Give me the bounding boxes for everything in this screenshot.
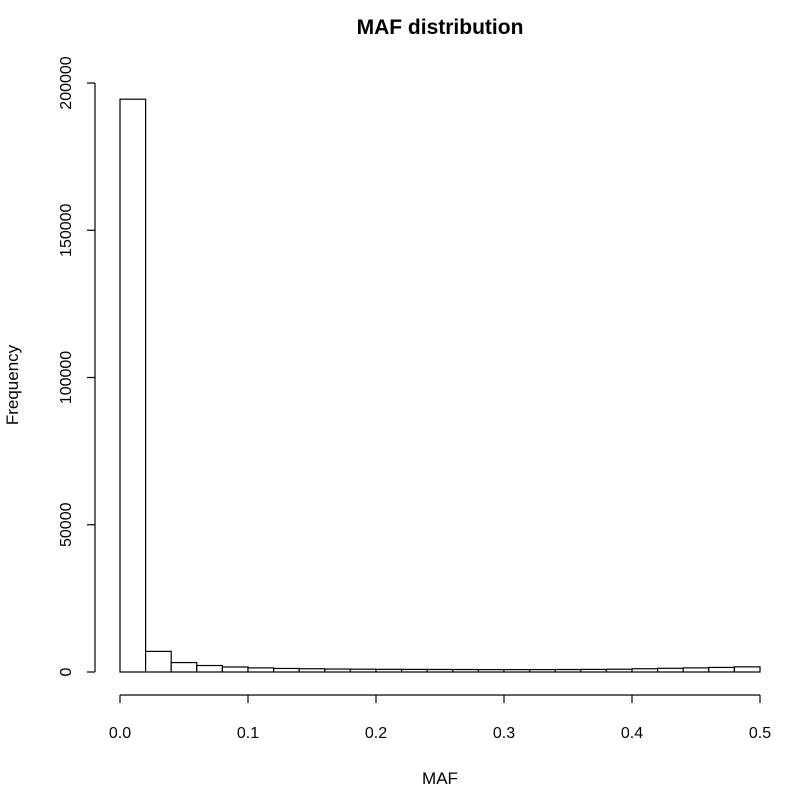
histogram-bar (656, 667, 684, 673)
histogram-bar (580, 668, 607, 673)
y-axis: 0 50000 100000 150000 200000 (58, 56, 96, 676)
x-axis: 0.0 0.1 0.2 0.3 0.4 0.5 (109, 694, 771, 742)
y-tick-label: 200000 (58, 56, 75, 109)
histogram-bar (170, 661, 198, 673)
histogram-bar (528, 668, 556, 673)
x-tick-label: 0.4 (621, 725, 643, 742)
histogram-bar (401, 668, 428, 673)
histogram-bar (247, 667, 275, 673)
y-tick-label: 0 (58, 667, 75, 676)
histogram-bar (733, 666, 761, 673)
histogram-bar (273, 667, 300, 673)
histogram-bar (196, 664, 224, 673)
histogram-bar (503, 668, 531, 673)
chart-title: MAF distribution (357, 16, 524, 39)
y-tick-label: 100000 (58, 351, 75, 404)
y-tick-label: 50000 (58, 502, 75, 547)
y-tick-label: 150000 (58, 203, 75, 256)
histogram-bar (426, 668, 454, 673)
histogram-bar (119, 98, 147, 673)
y-axis-label: Frequency (3, 344, 22, 425)
x-axis-label: MAF (422, 769, 458, 788)
histogram-bar (605, 668, 633, 673)
x-tick-label: 0.3 (493, 725, 515, 742)
histogram-bar (631, 668, 659, 673)
x-tick-label: 0.5 (749, 725, 771, 742)
histogram-bar (221, 666, 249, 673)
histogram-bar (477, 668, 505, 673)
x-tick-label: 0.1 (237, 725, 259, 742)
histogram-bar (452, 668, 479, 673)
bars-layer (119, 98, 761, 673)
histogram-bar (145, 650, 172, 673)
x-tick-label: 0.0 (109, 725, 131, 742)
histogram-bar (375, 668, 403, 673)
x-tick-label: 0.2 (365, 725, 387, 742)
histogram-bar (349, 668, 377, 673)
histogram-bar (682, 667, 710, 673)
histogram-bar (554, 668, 582, 673)
histogram-bar (324, 668, 351, 673)
histogram-bar (298, 668, 326, 673)
histogram-bar (708, 666, 735, 673)
